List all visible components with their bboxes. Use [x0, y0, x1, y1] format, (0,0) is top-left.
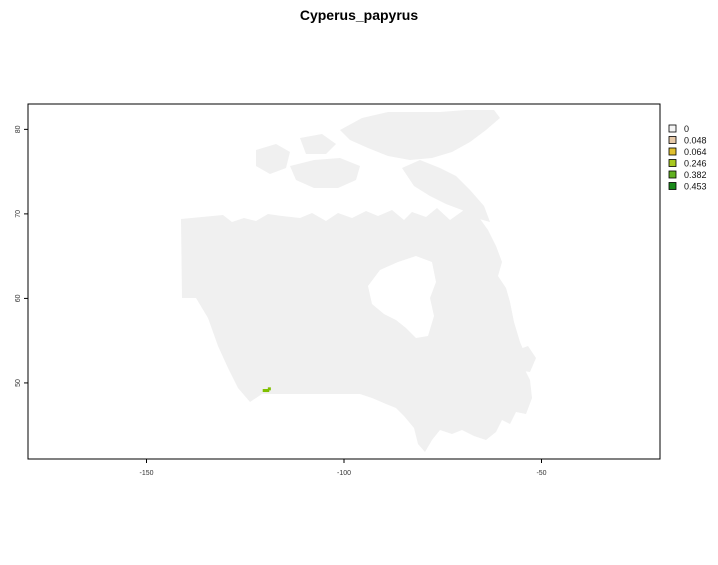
legend-swatch [668, 136, 677, 144]
y-tick-label: 70 [15, 210, 22, 218]
presence-cells [262, 387, 271, 393]
x-tick-label: -50 [536, 470, 546, 477]
y-tick-label: 80 [15, 125, 22, 133]
x-axis: -150 -100 -50 [139, 459, 547, 477]
hudson-bay [368, 256, 436, 338]
presence-cell [266, 389, 270, 393]
presence-cell [264, 389, 268, 393]
x-tick-label: -100 [337, 470, 351, 477]
legend-swatch [668, 147, 677, 156]
legend-swatch [668, 159, 677, 167]
legend-label: 0 [684, 124, 689, 134]
ellesmere-island [340, 110, 500, 160]
presence-cell [262, 389, 266, 393]
legend-swatch [668, 182, 677, 190]
victoria-island [290, 158, 360, 188]
map-title: Cyperus_papyrus [299, 7, 419, 23]
y-tick-label: 50 [15, 379, 22, 387]
legend-label: 0.246 [684, 159, 707, 169]
x-tick-label: -150 [139, 470, 153, 477]
legend-swatch [668, 124, 677, 133]
y-axis: 50 60 70 80 [15, 125, 28, 387]
legend-label: 0.382 [684, 170, 707, 180]
legend-swatch [668, 170, 677, 179]
legend-label: 0.453 [684, 182, 707, 192]
banks-island [256, 144, 290, 174]
legend-label: 0.064 [684, 147, 707, 157]
baffin-island [402, 160, 490, 222]
canada-landmass [181, 110, 536, 452]
presence-cell [267, 387, 271, 391]
y-tick-label: 60 [15, 294, 22, 302]
newfoundland [512, 346, 536, 372]
legend-label: 0.048 [684, 136, 707, 146]
mainland [181, 208, 532, 452]
arctic-islands-west [300, 134, 336, 154]
